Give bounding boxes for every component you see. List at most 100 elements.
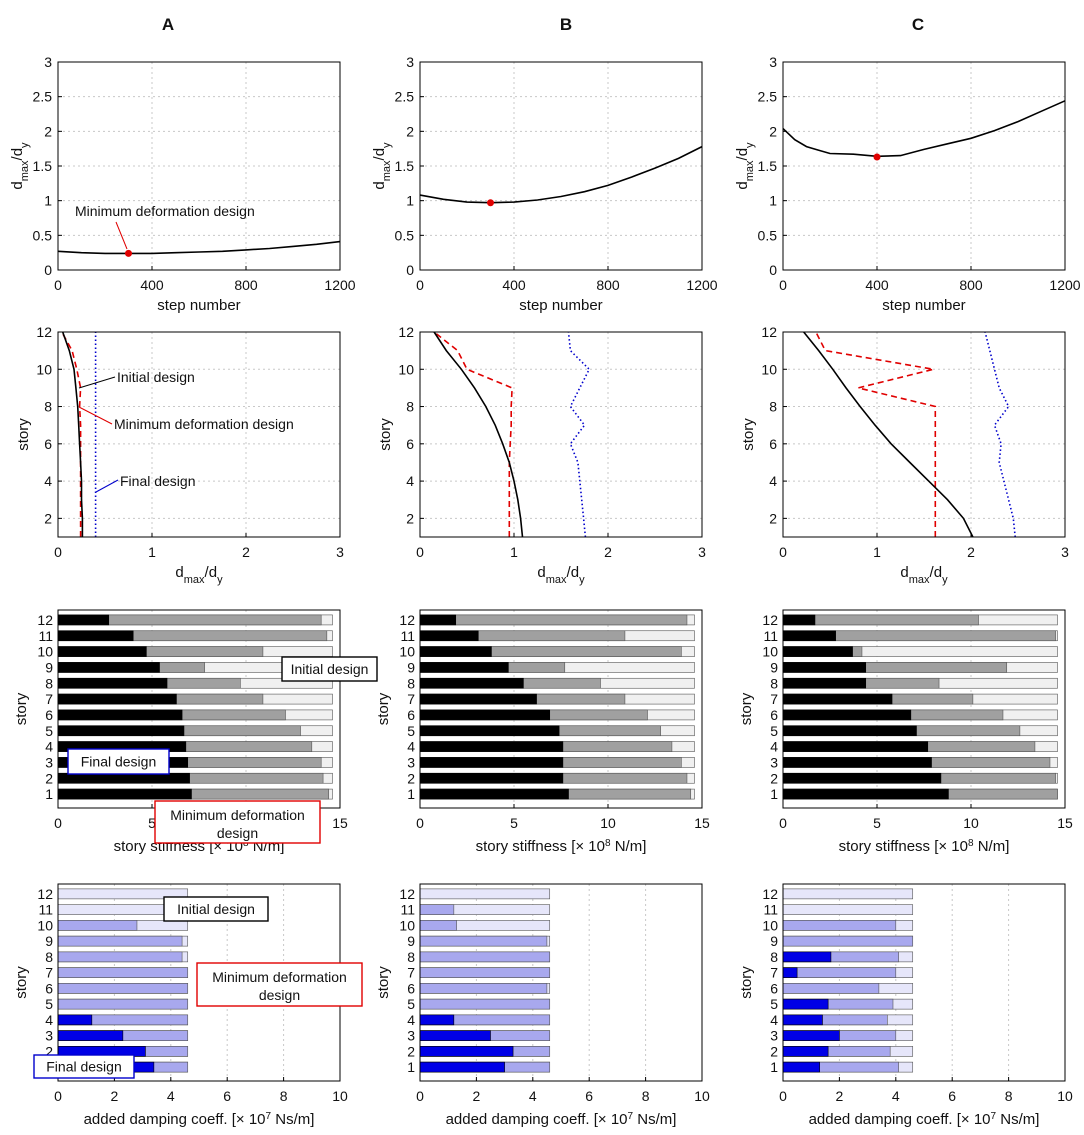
annotation-leader-initial <box>78 376 116 389</box>
annotation-minimum-deformation: Minimum deformation design <box>75 203 255 219</box>
x-tick-label-B: 10 <box>694 1088 710 1104</box>
story-tick-label-C: 1 <box>770 786 778 802</box>
final-bar-B-story-12 <box>419 614 457 626</box>
initial-bar-C-story-12 <box>782 888 914 900</box>
x-tick-label-C: 0 <box>779 1088 787 1104</box>
y-tick-label-A: 4 <box>44 473 52 489</box>
final-bar-C-story-9 <box>782 662 867 673</box>
story-tick-label-B: 8 <box>407 949 415 965</box>
legend-minimum-stiffness-box <box>154 800 321 844</box>
story-tick-label-A: 8 <box>45 949 53 965</box>
x-tick-label-B: 0 <box>416 815 424 831</box>
final-bar-A-story-12 <box>57 614 110 626</box>
final-bar-C-story-1 <box>782 1061 820 1073</box>
x-tick-label-C: 800 <box>959 277 983 293</box>
x-tick-label-C: 2 <box>967 544 975 560</box>
final-bar-C-story-5 <box>782 725 917 737</box>
y-axis-label-B: story <box>375 692 392 725</box>
x-tick-label-A: 3 <box>336 544 344 560</box>
final-bar-A-story-7 <box>57 693 177 705</box>
story-tick-label-A: 6 <box>45 980 53 996</box>
story-tick-label-C: 5 <box>770 996 778 1012</box>
minimum-bar-C-story-6 <box>782 983 880 994</box>
story-tick-label-C: 12 <box>762 886 778 902</box>
story-tick-label-B: 10 <box>399 644 415 660</box>
x-axis-label-C: step number <box>882 297 965 314</box>
minimum-bar-A-story-6 <box>57 983 189 994</box>
y-tick-label-A: 0 <box>44 262 52 278</box>
y-tick-label-A: 1 <box>44 193 52 209</box>
story-tick-label-C: 7 <box>770 691 778 707</box>
story-tick-label-C: 8 <box>770 949 778 965</box>
x-tick-label-C: 0 <box>779 815 787 831</box>
plot-frame-B <box>419 883 703 1082</box>
y-tick-label-C: 12 <box>761 324 777 340</box>
story-tick-label-A: 11 <box>38 902 53 918</box>
story-tick-label-B: 2 <box>407 1043 415 1059</box>
x-tick-label-C: 400 <box>865 277 889 293</box>
x-tick-label-A: 6 <box>223 1088 231 1104</box>
final-bar-A-story-8 <box>57 677 168 689</box>
story-tick-label-A: 7 <box>45 965 53 981</box>
story-tick-label-C: 7 <box>770 965 778 981</box>
final-bar-A-story-1 <box>57 788 192 800</box>
x-tick-label-C: 8 <box>1005 1088 1013 1104</box>
story-tick-label-A: 10 <box>37 917 53 933</box>
story-tick-label-C: 5 <box>770 723 778 739</box>
x-tick-label-B: 0 <box>416 1088 424 1104</box>
final-bar-C-story-3 <box>782 1030 840 1041</box>
final-bar-A-story-4 <box>57 1014 93 1026</box>
story-tick-label-A: 12 <box>37 886 53 902</box>
y-tick-label-B: 8 <box>406 399 414 415</box>
y-tick-label-B: 2.5 <box>395 89 415 105</box>
y-tick-label-B: 6 <box>406 436 414 452</box>
y-axis-label-C: story <box>738 692 755 725</box>
y-axis-label-C: dmax/dy <box>734 142 756 190</box>
story-tick-label-B: 6 <box>407 707 415 723</box>
final-bar-B-story-4 <box>419 741 564 752</box>
y-tick-label-A: 2 <box>44 123 52 139</box>
y-tick-label-C: 2.5 <box>758 89 778 105</box>
final-bar-A-story-10 <box>57 646 147 657</box>
x-tick-label-A: 800 <box>234 277 258 293</box>
panel-label-b: B <box>560 15 572 34</box>
y-tick-label-A: 8 <box>44 399 52 415</box>
story-tick-label-A: 7 <box>45 691 53 707</box>
minimum-bar-A-story-8 <box>57 951 183 963</box>
story-tick-label-A: 3 <box>45 754 53 770</box>
x-tick-label-B: 800 <box>596 277 620 293</box>
y-tick-label-B: 1.5 <box>395 158 415 174</box>
final-bar-B-story-3 <box>419 1030 491 1041</box>
story-tick-label-A: 12 <box>37 612 53 628</box>
x-tick-label-A: 2 <box>242 544 250 560</box>
x-axis-label-A: dmax/dy <box>175 564 223 586</box>
y-tick-label-A: 2 <box>44 510 52 526</box>
x-tick-label-C: 4 <box>892 1088 900 1104</box>
plot-frame-C <box>782 609 1066 809</box>
plot-frame-B <box>419 61 703 271</box>
story-tick-label-C: 6 <box>770 980 778 996</box>
legend-initial-damping-label: Initial design <box>177 901 255 917</box>
final-bar-A-story-6 <box>57 709 183 721</box>
story-tick-label-C: 2 <box>770 1043 778 1059</box>
series-line-C <box>782 100 1066 158</box>
final-bar-C-story-6 <box>782 709 912 721</box>
minimum-bar-B-story-6 <box>419 983 548 994</box>
y-tick-label-A: 6 <box>44 436 52 452</box>
x-tick-label-A: 5 <box>148 815 156 831</box>
minimum-bar-C-story-9 <box>782 935 914 947</box>
minimum-bar-A-story-9 <box>57 935 183 947</box>
x-tick-label-A: 15 <box>332 815 348 831</box>
story-tick-label-C: 2 <box>770 770 778 786</box>
y-tick-label-B: 2 <box>406 510 414 526</box>
x-tick-label-C: 5 <box>873 815 881 831</box>
y-tick-label-A: 3 <box>44 54 52 70</box>
minimum-bar-B-story-12 <box>419 614 688 626</box>
story-tick-label-B: 5 <box>407 996 415 1012</box>
final-bar-C-story-8 <box>782 677 867 689</box>
x-tick-label-A: 0 <box>54 277 62 293</box>
minimum-design-line-C <box>815 331 937 537</box>
legend-final-damping-box <box>33 1054 135 1079</box>
final-bar-C-story-10 <box>782 646 853 657</box>
